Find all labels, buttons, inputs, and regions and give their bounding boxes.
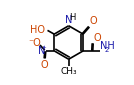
Text: N: N — [65, 15, 72, 25]
Text: HO: HO — [30, 25, 45, 35]
Text: N: N — [38, 46, 45, 56]
Text: O: O — [90, 16, 97, 26]
Text: 2: 2 — [104, 47, 108, 53]
Text: NH: NH — [100, 41, 115, 51]
Text: H: H — [69, 13, 76, 22]
Text: +: + — [42, 45, 46, 50]
Text: ⁻O: ⁻O — [29, 38, 41, 48]
Text: O: O — [94, 33, 101, 43]
Text: O: O — [40, 60, 48, 70]
Text: CH₃: CH₃ — [60, 67, 77, 76]
